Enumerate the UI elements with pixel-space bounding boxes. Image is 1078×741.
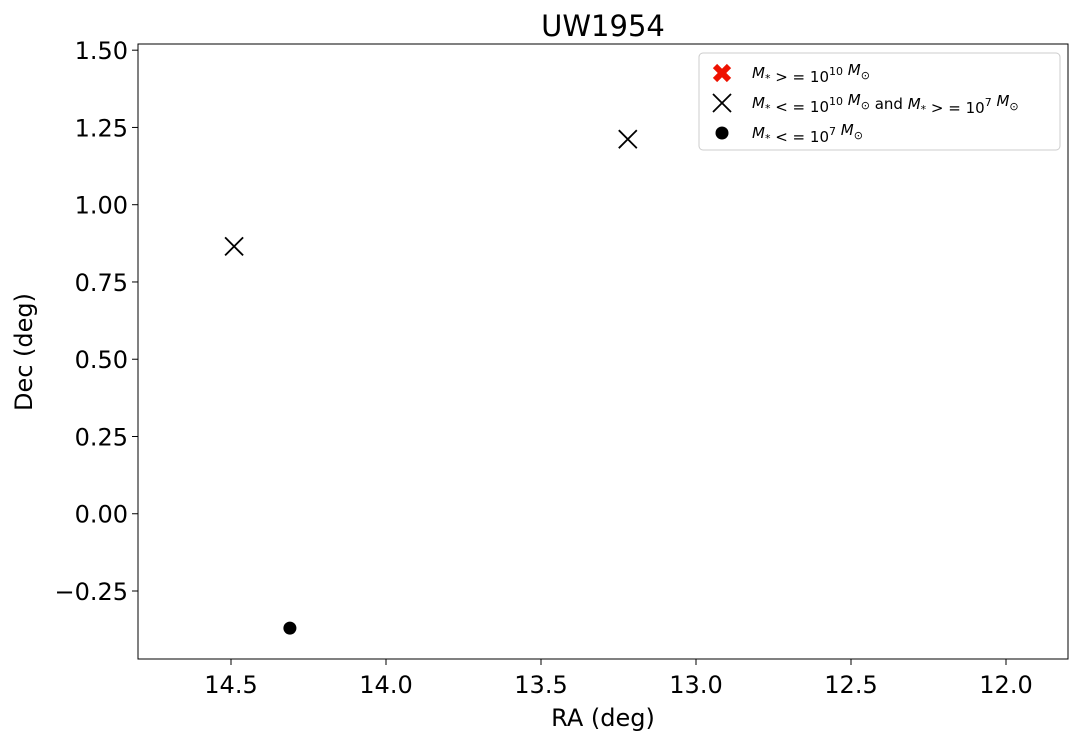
y-tick-label: −0.25 [54, 578, 128, 606]
data-points [224, 129, 638, 635]
legend-marker-0 [712, 63, 732, 83]
y-tick-label: 0.25 [75, 423, 128, 451]
y-tick-label: 1.50 [75, 37, 128, 65]
x-axis: 14.5 14.0 13.5 13.0 12.5 12.0 [204, 659, 1033, 699]
chart-title: UW1954 [541, 9, 665, 43]
legend-marker-1 [712, 93, 732, 113]
y-axis-label: Dec (deg) [10, 293, 38, 411]
legend-marker-2 [715, 126, 729, 140]
y-tick-label: 1.25 [75, 114, 128, 142]
x-axis-label: RA (deg) [551, 704, 655, 732]
data-point-series-1 [224, 236, 244, 257]
y-tick-label: 0.50 [75, 346, 128, 374]
plot-area [137, 43, 1069, 660]
x-tick-label: 13.5 [514, 671, 567, 699]
y-axis: −0.25 0.00 0.25 0.50 0.75 1.00 1.25 1.50 [54, 37, 138, 606]
x-tick-label: 12.5 [824, 671, 877, 699]
x-tick-label: 13.0 [669, 671, 722, 699]
legend-label-2: M* < = 107 M⊙ [752, 121, 863, 146]
x-tick-label: 12.0 [979, 671, 1032, 699]
y-tick-label: 1.00 [75, 192, 128, 220]
x-tick-label: 14.0 [359, 671, 412, 699]
y-tick-label: 0.75 [75, 269, 128, 297]
legend-box [698, 52, 1061, 151]
data-point-series-2 [283, 621, 297, 635]
y-tick-label: 0.00 [75, 501, 128, 529]
x-tick-label: 14.5 [204, 671, 257, 699]
legend-label-1: M* < = 1010 M⊙ and M* > = 107 M⊙ [752, 91, 1019, 117]
legend-label-0: M* > = 1010 M⊙ [752, 61, 870, 86]
legend: M* > = 1010 M⊙ M* < = 1010 M⊙ and M* > = … [698, 52, 1061, 151]
data-point-series-1 [618, 129, 638, 149]
